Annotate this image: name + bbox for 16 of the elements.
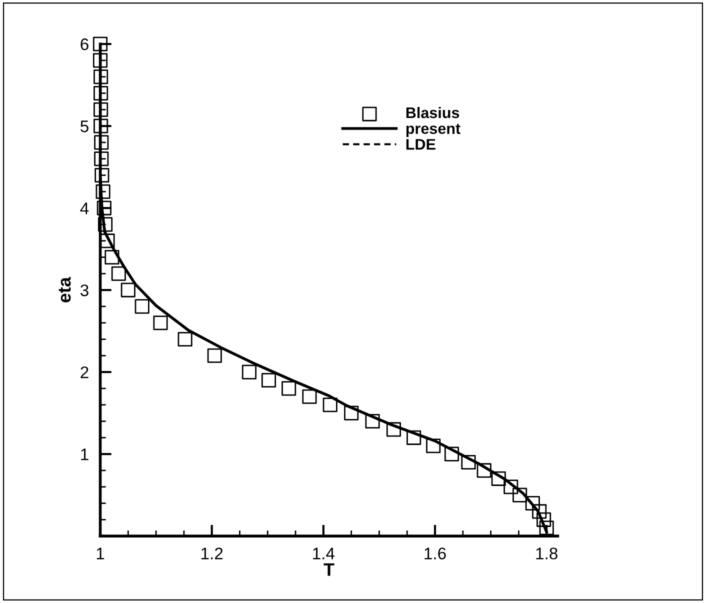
x-tick-label: 1.6 — [424, 548, 446, 560]
y-axis-title: eta — [58, 276, 71, 302]
x-tick-label: 1 — [96, 548, 104, 560]
legend-label: Blasius — [406, 106, 460, 118]
y-tick-label: 6 — [80, 38, 88, 50]
y-tick-label: 5 — [80, 120, 88, 132]
x-tick-label: 1.4 — [313, 548, 335, 560]
x-tick-label: 1.2 — [202, 548, 223, 560]
legend-label: present — [406, 124, 460, 137]
legend-label: LDE — [406, 139, 436, 150]
y-tick-label: 3 — [80, 284, 88, 296]
x-axis-title: T — [324, 563, 334, 576]
x-tick-label: 1.8 — [536, 548, 558, 560]
y-tick-label: 4 — [80, 202, 89, 214]
y-tick-label: 2 — [80, 366, 88, 378]
y-tick-label: 1 — [81, 448, 88, 460]
